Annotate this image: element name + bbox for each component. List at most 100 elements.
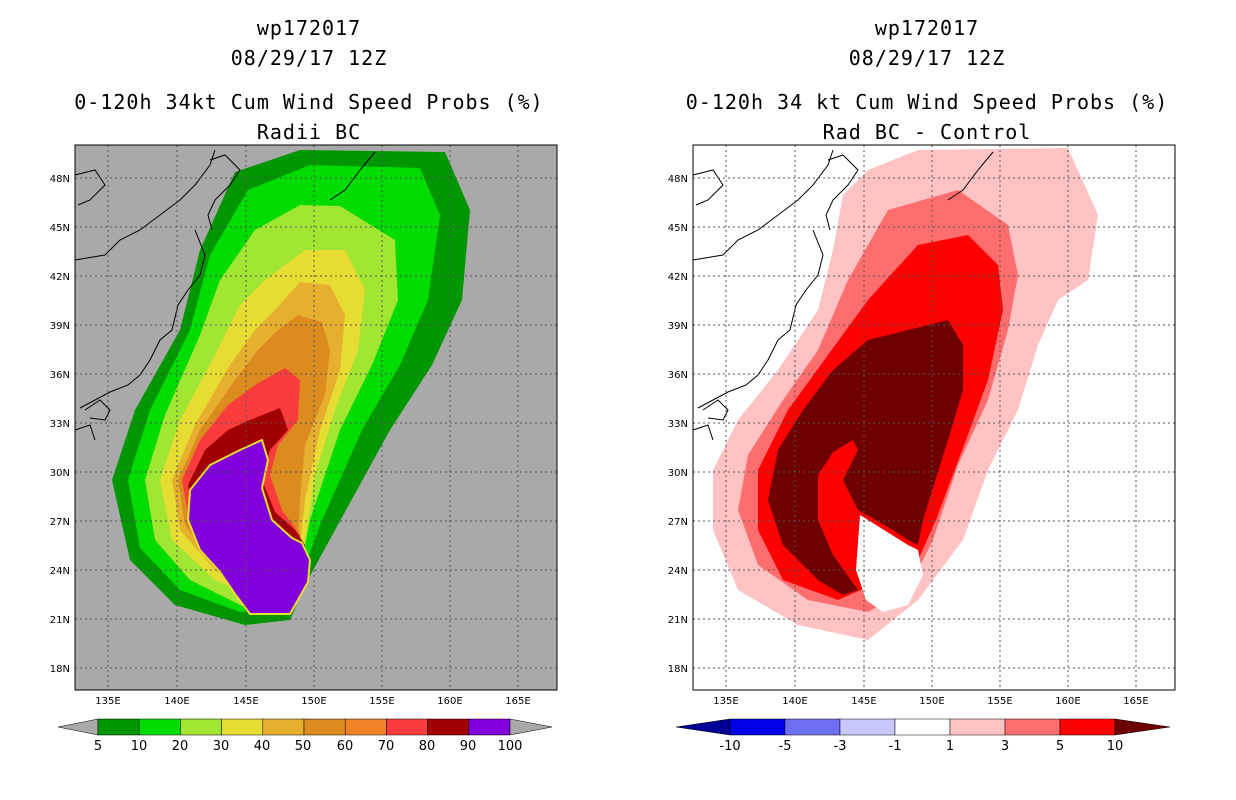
y-tick: 30N bbox=[668, 468, 688, 479]
y-tick: 36N bbox=[50, 370, 70, 381]
map-frame bbox=[74, 144, 558, 691]
y-tick: 33N bbox=[50, 419, 70, 430]
colorbar-cell bbox=[221, 718, 264, 736]
colorbar-cell bbox=[386, 718, 428, 736]
y-tick: 42N bbox=[668, 272, 688, 283]
colorbar-label: 70 bbox=[378, 739, 395, 754]
y-axis-ticks: 18N 21N 24N 27N 30N 33N 36N 39N 42N 45N … bbox=[50, 174, 70, 675]
colorbar-label: 40 bbox=[254, 739, 271, 754]
chart-title: 0-120h 34kt Cum Wind Speed Probs (%) bbox=[74, 90, 544, 114]
difference-contours bbox=[713, 148, 1098, 640]
colorbar-cell bbox=[949, 718, 1006, 736]
colorbar-end-high bbox=[1114, 718, 1171, 736]
colorbar-cell bbox=[344, 718, 387, 736]
colorbar-cell bbox=[839, 718, 896, 736]
left-panel: wp172017 08/29/17 12Z 0-120h 34kt Cum Wi… bbox=[50, 16, 558, 754]
colorbar-label: 10 bbox=[1107, 739, 1124, 754]
y-tick: 18N bbox=[50, 664, 70, 675]
date-line: 08/29/17 12Z bbox=[848, 46, 1006, 70]
colorbar-cell bbox=[468, 718, 511, 736]
x-tick: 165E bbox=[1123, 696, 1148, 707]
x-tick: 155E bbox=[369, 696, 394, 707]
storm-id: wp172017 bbox=[874, 16, 980, 40]
colorbar-label: 1 bbox=[946, 739, 954, 754]
y-tick: 45N bbox=[50, 223, 70, 234]
y-tick: 27N bbox=[50, 517, 70, 528]
map-frame bbox=[692, 144, 1176, 691]
x-tick: 140E bbox=[164, 696, 189, 707]
contour-white-gap bbox=[856, 515, 923, 612]
colorbar-label: 5 bbox=[1056, 739, 1064, 754]
y-tick: 42N bbox=[50, 272, 70, 283]
colorbar-cell bbox=[303, 718, 346, 736]
y-tick: 39N bbox=[50, 321, 70, 332]
colorbar-label: -10 bbox=[719, 739, 740, 754]
colorbar-end-low bbox=[675, 718, 731, 736]
y-tick: 39N bbox=[668, 321, 688, 332]
x-tick: 160E bbox=[1055, 696, 1080, 707]
colorbar-label: 20 bbox=[172, 739, 189, 754]
y-tick: 30N bbox=[50, 468, 70, 479]
gridlines bbox=[75, 145, 557, 690]
x-tick: 150E bbox=[301, 696, 326, 707]
probability-contours bbox=[112, 150, 470, 625]
y-tick: 21N bbox=[50, 615, 70, 626]
x-tick: 160E bbox=[437, 696, 462, 707]
chart-subtitle: Radii BC bbox=[256, 120, 362, 144]
gridlines bbox=[693, 145, 1175, 690]
colorbar-label: 10 bbox=[131, 739, 148, 754]
colorbar: -10 -5 -3 -1 1 3 5 10 bbox=[675, 718, 1171, 754]
colorbar: 5 10 20 30 40 50 60 70 80 90 100 bbox=[57, 718, 553, 754]
contour-90 bbox=[186, 438, 312, 615]
colorbar-cell bbox=[784, 718, 841, 736]
y-tick: 24N bbox=[50, 566, 70, 577]
y-tick: 33N bbox=[668, 419, 688, 430]
colorbar-end-low bbox=[57, 718, 99, 736]
coastline bbox=[692, 149, 994, 441]
colorbar-cell bbox=[262, 718, 305, 736]
chart-title: 0-120h 34 kt Cum Wind Speed Probs (%) bbox=[685, 90, 1169, 114]
x-tick: 155E bbox=[987, 696, 1012, 707]
x-tick: 135E bbox=[95, 696, 120, 707]
y-tick: 36N bbox=[668, 370, 688, 381]
x-tick: 135E bbox=[713, 696, 738, 707]
colorbar-label: 5 bbox=[94, 739, 102, 754]
right-panel: wp172017 08/29/17 12Z 0-120h 34 kt Cum W… bbox=[618, 0, 1236, 800]
chart-subtitle: Rad BC - Control bbox=[822, 120, 1032, 144]
colorbar-label: 30 bbox=[213, 739, 230, 754]
right-map: 135E 140E 145E 150E 155E 160E 165E 18N 2… bbox=[668, 144, 1176, 754]
contour-10 bbox=[768, 320, 963, 595]
x-axis-ticks: 135E 140E 145E 150E 155E 160E 165E bbox=[95, 696, 530, 707]
y-tick: 18N bbox=[668, 664, 688, 675]
left-map: 135E 140E 145E 150E 155E 160E 165E 18N 2… bbox=[50, 144, 558, 754]
colorbar-label: -1 bbox=[889, 739, 902, 754]
x-tick: 145E bbox=[233, 696, 258, 707]
colorbar-label: 50 bbox=[295, 739, 312, 754]
colorbar-label: 90 bbox=[460, 739, 477, 754]
colorbar-cell bbox=[427, 718, 470, 736]
x-tick: 140E bbox=[782, 696, 807, 707]
x-tick: 165E bbox=[505, 696, 530, 707]
colorbar-label: 100 bbox=[498, 739, 523, 754]
coastline bbox=[74, 149, 376, 441]
colorbar-cell bbox=[729, 718, 786, 736]
colorbar-label: 80 bbox=[419, 739, 436, 754]
colorbar-label: -5 bbox=[779, 739, 792, 754]
colorbar-label: -3 bbox=[834, 739, 847, 754]
colorbar-cell bbox=[138, 718, 181, 736]
y-tick: 48N bbox=[50, 174, 70, 185]
x-tick: 145E bbox=[851, 696, 876, 707]
y-tick: 24N bbox=[668, 566, 688, 577]
x-axis-ticks: 135E 140E 145E 150E 155E 160E 165E bbox=[713, 696, 1148, 707]
y-axis-ticks: 18N 21N 24N 27N 30N 33N 36N 39N 42N 45N … bbox=[668, 174, 688, 675]
y-tick: 21N bbox=[668, 615, 688, 626]
colorbar-label: 60 bbox=[337, 739, 354, 754]
date-line: 08/29/17 12Z bbox=[230, 46, 388, 70]
colorbar-cell bbox=[180, 718, 222, 736]
storm-id: wp172017 bbox=[256, 16, 362, 40]
y-tick: 48N bbox=[668, 174, 688, 185]
colorbar-label: 3 bbox=[1001, 739, 1009, 754]
colorbar-cell bbox=[894, 718, 951, 736]
colorbar-cell bbox=[1059, 718, 1116, 736]
colorbar-cell bbox=[97, 718, 140, 736]
